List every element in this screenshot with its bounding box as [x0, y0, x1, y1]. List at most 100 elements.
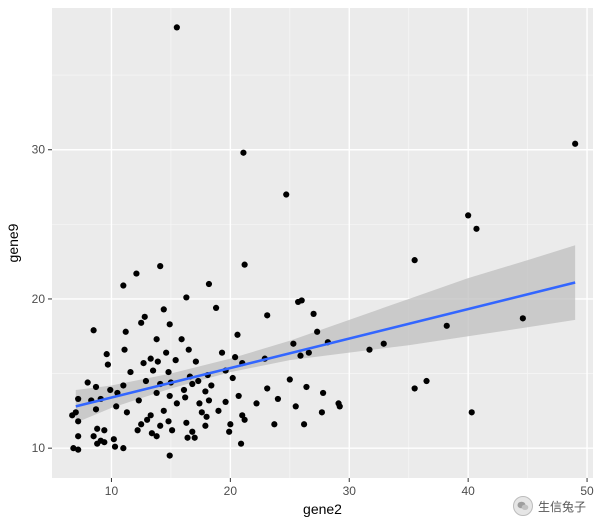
data-point	[90, 327, 97, 334]
data-point	[75, 446, 82, 453]
wechat-icon	[512, 496, 533, 516]
data-point	[173, 24, 180, 31]
data-point	[237, 440, 245, 447]
data-point	[366, 346, 373, 353]
data-point	[153, 389, 160, 397]
data-point	[134, 427, 141, 434]
data-point	[165, 368, 172, 376]
data-point	[149, 367, 157, 374]
data-point	[203, 413, 210, 420]
data-point	[468, 409, 475, 416]
data-point	[94, 425, 101, 432]
data-point	[215, 407, 222, 414]
data-point	[183, 294, 190, 301]
data-point	[336, 403, 343, 410]
data-point	[157, 263, 164, 270]
data-point	[178, 336, 185, 343]
data-point	[120, 282, 127, 289]
data-point	[443, 322, 450, 329]
data-point	[319, 389, 327, 397]
data-point	[473, 225, 480, 232]
data-point	[226, 428, 233, 435]
plot-panel	[52, 8, 593, 478]
data-point	[300, 421, 308, 428]
y-axis-title: gene9	[5, 223, 21, 262]
data-point	[107, 386, 114, 394]
data-point	[160, 407, 167, 414]
data-point	[318, 409, 326, 416]
data-point	[157, 422, 164, 429]
data-point	[103, 351, 110, 358]
data-point	[70, 445, 77, 452]
data-point	[120, 382, 127, 389]
x-axis-title: gene2	[303, 501, 342, 517]
data-point	[94, 440, 101, 447]
data-point	[202, 422, 209, 429]
x-tick-label: 40	[461, 484, 475, 498]
data-point	[122, 328, 129, 335]
data-point	[147, 355, 154, 362]
data-point	[274, 395, 282, 403]
x-tick-label: 20	[224, 484, 238, 498]
data-point	[229, 374, 236, 382]
data-point	[240, 149, 247, 156]
data-point	[133, 270, 140, 277]
data-point	[208, 382, 215, 389]
data-points	[69, 24, 579, 459]
data-point	[123, 409, 131, 416]
data-point	[110, 436, 117, 443]
data-point	[148, 430, 155, 437]
data-point	[303, 383, 310, 391]
data-point	[286, 376, 293, 383]
data-point	[101, 427, 108, 434]
data-point	[180, 386, 188, 394]
data-point	[297, 352, 304, 359]
data-point	[310, 310, 317, 317]
data-point	[90, 433, 97, 440]
data-point	[241, 261, 248, 268]
data-point	[380, 340, 387, 347]
data-point	[121, 346, 128, 353]
data-point	[153, 336, 160, 343]
data-point	[411, 257, 418, 264]
data-point	[305, 349, 312, 356]
data-point	[292, 403, 299, 410]
confidence-band	[75, 245, 576, 423]
data-point	[135, 397, 142, 404]
data-point	[111, 443, 119, 450]
data-point	[234, 331, 241, 338]
data-point	[141, 313, 148, 320]
data-point	[295, 298, 302, 306]
data-point	[271, 421, 278, 428]
data-point	[191, 434, 198, 441]
data-point	[519, 315, 526, 322]
data-point	[182, 394, 189, 401]
data-point	[465, 212, 472, 219]
data-point	[163, 349, 170, 356]
y-tick-label: 30	[32, 143, 46, 157]
data-point	[92, 406, 100, 413]
data-point	[144, 416, 151, 423]
data-point	[92, 383, 100, 391]
data-point	[173, 400, 180, 407]
x-tick-label: 10	[105, 484, 119, 498]
data-point	[195, 377, 202, 385]
data-point	[166, 321, 173, 328]
data-point	[154, 358, 161, 365]
data-point	[75, 418, 82, 425]
x-tick-label: 30	[343, 484, 357, 498]
data-point	[184, 434, 191, 441]
data-point	[423, 377, 430, 385]
data-point	[172, 357, 179, 364]
data-point	[120, 445, 127, 452]
data-point	[104, 361, 111, 368]
data-point	[205, 397, 213, 404]
data-point	[198, 409, 205, 416]
data-point	[147, 412, 154, 419]
data-point	[192, 358, 199, 365]
data-point	[189, 428, 196, 435]
data-point	[153, 433, 160, 440]
x-tick-label: 50	[580, 484, 594, 498]
x-axis-ticks: 10 20 30 40 50	[105, 478, 594, 498]
